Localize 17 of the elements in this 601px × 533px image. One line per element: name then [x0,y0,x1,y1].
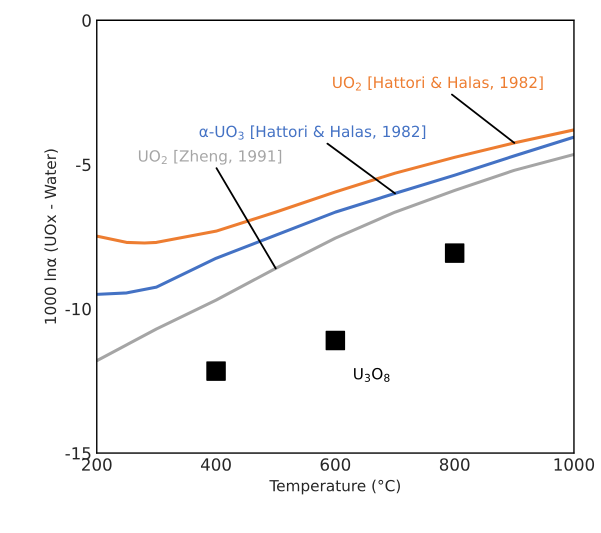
text: UO$_{2}$ [Zheng, 1991] [138,150,282,165]
point [444,243,464,263]
x-tick-label: 600 [320,458,350,471]
text: α-UO$_{3}$ [Hattori & Halas, 1982] [200,125,426,140]
point [326,330,346,350]
x-tick-label: 200 [82,458,112,471]
x-tick-label: 400 [200,458,231,471]
x-tick-label: 1000 [554,458,594,471]
series-label: U$_{3}$O$_{8}$ [354,368,390,382]
text: UO$_{2}$ [Hattori & Halas, 1982] [333,76,543,90]
x-tick-label: 800 [440,458,470,471]
y-tick-label: 0 [82,14,91,27]
y-tick-label: -5 [76,158,90,172]
point [206,361,226,381]
x-axis-title: Temperature (°C) [269,480,400,494]
y-tick-label: -10 [65,302,91,316]
y-axis-title: 1000 lnα (UOx - Water) [44,149,58,324]
